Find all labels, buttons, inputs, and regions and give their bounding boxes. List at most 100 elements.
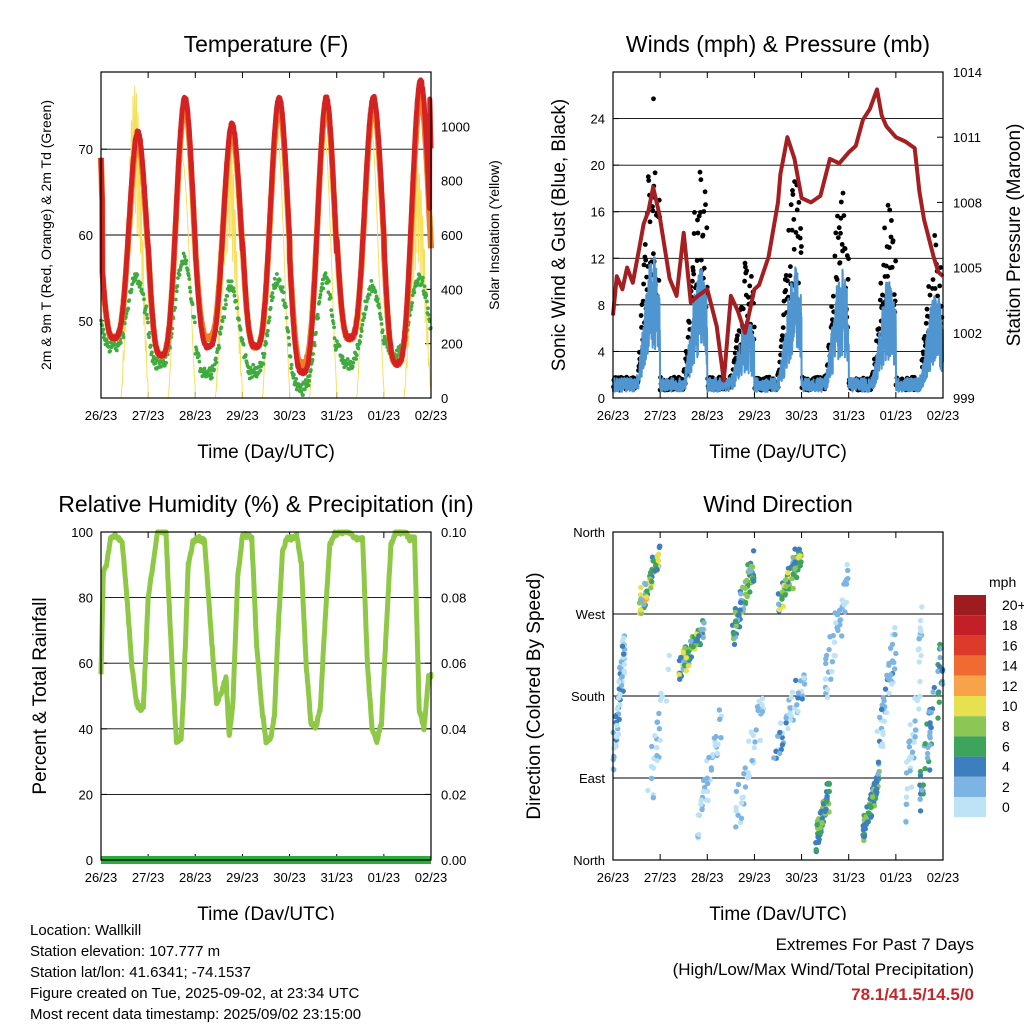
direction-point	[718, 735, 724, 741]
direction-point	[666, 652, 672, 659]
direction-point	[648, 585, 654, 591]
y-tick-label: 100	[71, 525, 93, 540]
gust-point	[793, 230, 799, 235]
gust-point	[786, 227, 792, 233]
direction-point	[927, 720, 933, 726]
dewpoint-point	[360, 322, 365, 327]
gust-point	[646, 178, 652, 183]
gust-point	[890, 238, 896, 244]
direction-point	[892, 631, 898, 638]
gust-point	[877, 297, 883, 303]
direction-point	[907, 768, 913, 774]
direction-point	[645, 787, 651, 794]
legend-label: 14	[1002, 658, 1018, 674]
x-tick-label: 26/23	[85, 408, 118, 423]
gust-point	[695, 217, 700, 223]
gust-point	[744, 268, 750, 274]
dewpoint-point	[193, 320, 197, 325]
direction-point	[861, 833, 868, 840]
x-axis-label: Time (Day/UTC)	[709, 442, 847, 463]
direction-point	[716, 707, 723, 713]
gust-point	[692, 210, 697, 215]
direction-point	[830, 632, 836, 639]
direction-point	[842, 578, 849, 585]
dewpoint-point	[262, 355, 266, 360]
dewpoint-point	[126, 306, 131, 311]
dewpoint-point	[292, 372, 296, 377]
gust-point	[747, 283, 753, 289]
legend-label: 0	[1002, 799, 1010, 815]
legend-label: 16	[1002, 637, 1018, 653]
direction-point	[705, 780, 711, 787]
x-tick-label: 26/23	[597, 408, 630, 423]
dewpoint-point	[147, 335, 152, 339]
direction-point	[685, 663, 692, 669]
direction-point	[912, 727, 919, 733]
y-axis-label: Percent & Total Rainfall	[30, 597, 51, 794]
dewpoint-point	[135, 273, 140, 277]
gust-point	[643, 257, 649, 263]
direction-point	[928, 724, 934, 731]
direction-point	[621, 661, 627, 668]
direction-point	[837, 617, 843, 623]
direction-point	[756, 698, 762, 704]
dewpoint-point	[327, 279, 331, 284]
direction-point	[654, 745, 660, 751]
dewpoint-point	[267, 315, 272, 320]
dewpoint-point	[271, 295, 275, 300]
direction-point	[785, 725, 791, 732]
dewpoint-point	[314, 330, 318, 335]
direction-point	[796, 546, 802, 552]
gust-point	[837, 260, 843, 265]
gust-point	[834, 277, 840, 282]
y-tick-label: East	[579, 771, 605, 786]
direction-point	[924, 755, 931, 761]
legend-label: 6	[1002, 738, 1010, 754]
direction-point	[696, 831, 702, 838]
gust-point	[833, 230, 839, 236]
y-tick-label-right: 600	[441, 228, 463, 243]
direction-point	[881, 698, 887, 704]
gust-point	[887, 207, 893, 213]
direction-point	[737, 599, 744, 606]
y-axis-label-right: Solar Insolation (Yellow)	[486, 160, 502, 310]
direction-point	[829, 659, 836, 665]
direction-point	[794, 574, 800, 581]
gust-max-point	[651, 96, 656, 102]
direction-point	[752, 739, 758, 745]
direction-point	[698, 626, 704, 633]
gust-point	[876, 326, 882, 332]
direction-point	[912, 718, 918, 724]
dewpoint-point	[225, 294, 230, 298]
direction-point	[681, 649, 687, 656]
dewpoint-point	[426, 312, 431, 317]
direction-point	[903, 801, 909, 807]
legend-title: mph	[989, 574, 1016, 590]
dewpoint-point	[129, 287, 134, 292]
direction-point	[617, 702, 623, 708]
direction-point	[892, 666, 898, 672]
legend-swatch	[954, 716, 986, 737]
gust-point	[690, 268, 696, 273]
dewpoint-point	[209, 372, 214, 377]
dewpoint-point	[144, 304, 149, 309]
gust-point	[839, 242, 845, 247]
gust-point	[645, 174, 651, 180]
direction-point	[657, 543, 663, 549]
gust-point	[935, 293, 940, 299]
direction-point	[918, 628, 924, 634]
direction-point	[777, 720, 784, 726]
dewpoint-point	[213, 356, 218, 361]
dewpoint-point	[373, 290, 378, 294]
direction-point	[749, 757, 755, 764]
gust-point	[641, 281, 646, 287]
direction-point	[612, 713, 619, 720]
dewpoint-point	[419, 282, 424, 286]
direction-point	[831, 652, 837, 659]
x-tick-label: 01/23	[368, 408, 401, 423]
dewpoint-point	[289, 362, 294, 367]
gust-point	[842, 246, 848, 252]
direction-point	[733, 623, 739, 629]
direction-point	[814, 822, 820, 828]
direction-point	[654, 719, 660, 725]
